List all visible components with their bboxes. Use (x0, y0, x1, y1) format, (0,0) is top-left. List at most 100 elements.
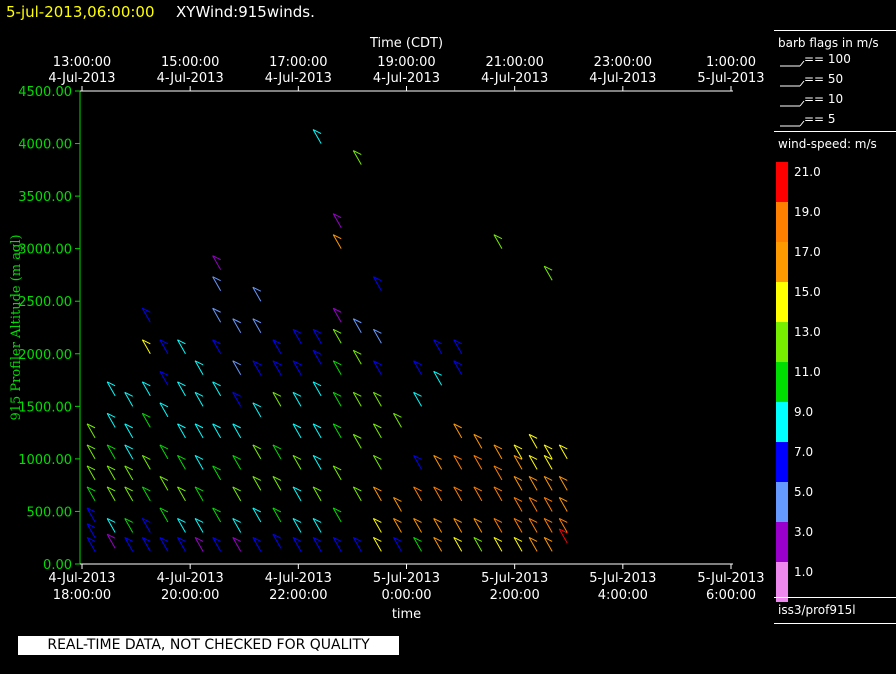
barb-flag (106, 465, 116, 471)
x-tick-label-top-date: 5-Jul-2013 (697, 71, 764, 86)
speed-color-swatch (776, 282, 788, 322)
x-tick-label-bottom-time: 20:00:00 (161, 588, 219, 603)
wind-barb (332, 234, 342, 249)
barb-flag (194, 536, 204, 542)
barb-staff (332, 392, 342, 407)
wind-barb (352, 349, 362, 365)
barb-staff (372, 455, 382, 470)
wind-barb (194, 486, 204, 502)
barb-staff (352, 392, 362, 407)
wind-barb (558, 496, 568, 512)
barb-flag (212, 307, 221, 313)
x-tick-label-bottom-time: 2:00:00 (490, 588, 540, 603)
wind-barb (312, 454, 322, 470)
barb-staff (292, 360, 302, 376)
barb-staff (528, 434, 538, 449)
wind-barb (543, 518, 553, 533)
barb-staff (453, 455, 463, 470)
barb-flag (142, 536, 151, 542)
barb-flag (86, 507, 96, 513)
wind-barb (453, 486, 463, 502)
barb-flag (124, 391, 133, 397)
wind-barb (513, 518, 523, 533)
wind-barb (413, 486, 423, 502)
x-axis-top-title: Time (CDT) (369, 36, 443, 51)
barb-staff (159, 402, 169, 418)
wind-barb (272, 533, 282, 549)
barb-flag (413, 391, 422, 397)
wind-barb (312, 536, 322, 552)
barb-flag (142, 339, 151, 345)
wind-barb (124, 391, 134, 407)
barb-staff (453, 486, 463, 502)
barb-staff (372, 360, 382, 376)
wind-barb (513, 454, 523, 470)
barb-staff (413, 537, 423, 552)
barb-flag (513, 536, 523, 542)
barb-staff (212, 381, 222, 397)
wind-barb (212, 507, 222, 523)
wind-barb (413, 454, 423, 470)
barb-staff (177, 423, 186, 439)
wind-barb (212, 276, 222, 291)
barb-flag (393, 536, 402, 542)
wind-barb (543, 475, 553, 491)
barb-flag (473, 536, 483, 542)
barb-flag (393, 518, 402, 523)
barb-staff (352, 350, 362, 365)
barb-staff (332, 537, 342, 552)
barb-staff (558, 497, 568, 512)
wind-barb (372, 486, 382, 502)
barb-staff (372, 423, 382, 439)
barb-flag (393, 496, 402, 502)
wind-barb (372, 391, 382, 407)
barb-staff (212, 507, 222, 523)
y-tick-label: 4500.00 (18, 85, 72, 100)
barb-staff (513, 476, 523, 491)
barb-staff (272, 533, 282, 549)
barb-flag (159, 507, 169, 513)
barb-staff (252, 444, 262, 460)
wind-barb (106, 381, 116, 397)
barb-flag (543, 454, 553, 460)
barb-flag (252, 507, 262, 513)
wind-barb (453, 518, 463, 533)
barb-flag (353, 318, 362, 324)
wind-barb (352, 536, 362, 552)
barb-staff (106, 518, 116, 533)
barb-staff (292, 486, 302, 502)
barb-flag (453, 454, 462, 460)
barb-flag (252, 402, 262, 408)
barb-staff (292, 537, 302, 552)
barb-flag (272, 533, 282, 539)
barb-flag (106, 412, 116, 418)
speed-legend-label: 15.0 (794, 285, 821, 299)
barb-staff (528, 537, 538, 552)
speed-color-swatch (776, 322, 788, 362)
barb-staff (413, 360, 423, 376)
barb-staff (124, 392, 134, 407)
y-tick-label: 1000.00 (18, 453, 72, 468)
wind-barb (141, 454, 151, 470)
barb-staff (252, 476, 262, 491)
barb-staff (141, 486, 151, 502)
barb-flag (373, 423, 382, 429)
barb-staff (413, 392, 423, 407)
barb-flag (212, 255, 221, 261)
wind-barb (292, 391, 302, 407)
barb-flag (142, 381, 151, 387)
x-tick-label-bottom-time: 0:00:00 (381, 588, 431, 603)
barb-staff (141, 339, 151, 355)
wind-barb (159, 536, 169, 552)
barb-flag (473, 486, 483, 492)
barb-staff (212, 339, 222, 355)
barb-staff (453, 423, 463, 439)
barb-flag (312, 349, 322, 355)
barb-flag (513, 496, 523, 502)
wind-barb (252, 475, 262, 491)
barb-flag (373, 454, 382, 460)
wind-barb (393, 536, 402, 552)
wind-barb (433, 339, 443, 355)
wind-barb (528, 536, 538, 552)
